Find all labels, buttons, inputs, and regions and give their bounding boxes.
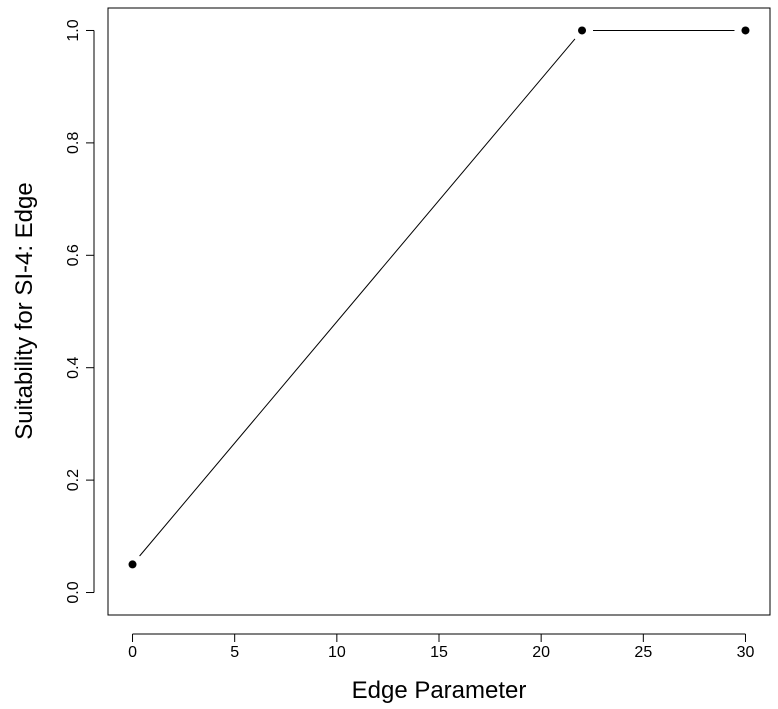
x-axis-title: Edge Parameter bbox=[352, 677, 527, 704]
y-axis: 0.0 0.2 0.4 0.6 0.8 1.0 bbox=[65, 19, 95, 604]
y-tick-label: 1.0 bbox=[65, 19, 82, 41]
y-tick-label: 0.4 bbox=[65, 356, 82, 378]
y-axis-title: Suitability for SI-4: Edge bbox=[11, 182, 38, 439]
y-tick-label: 0.8 bbox=[65, 132, 82, 154]
y-tick-label: 0.2 bbox=[65, 469, 82, 491]
x-tick-label: 30 bbox=[737, 644, 755, 661]
series-segment bbox=[139, 38, 576, 557]
data-point bbox=[741, 26, 750, 35]
x-tick-label: 25 bbox=[634, 644, 652, 661]
series-layer bbox=[128, 26, 750, 569]
x-tick-label: 20 bbox=[532, 644, 550, 661]
x-tick-label: 5 bbox=[230, 644, 239, 661]
x-tick-label: 0 bbox=[128, 644, 137, 661]
x-axis: 0 5 10 15 20 25 30 bbox=[128, 633, 755, 661]
data-point bbox=[578, 26, 587, 35]
y-tick-label: 0.0 bbox=[65, 581, 82, 603]
plot-frame bbox=[107, 7, 771, 616]
x-tick-label: 15 bbox=[430, 644, 448, 661]
x-tick-label: 10 bbox=[328, 644, 346, 661]
data-point bbox=[128, 560, 137, 569]
y-tick-label: 0.6 bbox=[65, 244, 82, 266]
